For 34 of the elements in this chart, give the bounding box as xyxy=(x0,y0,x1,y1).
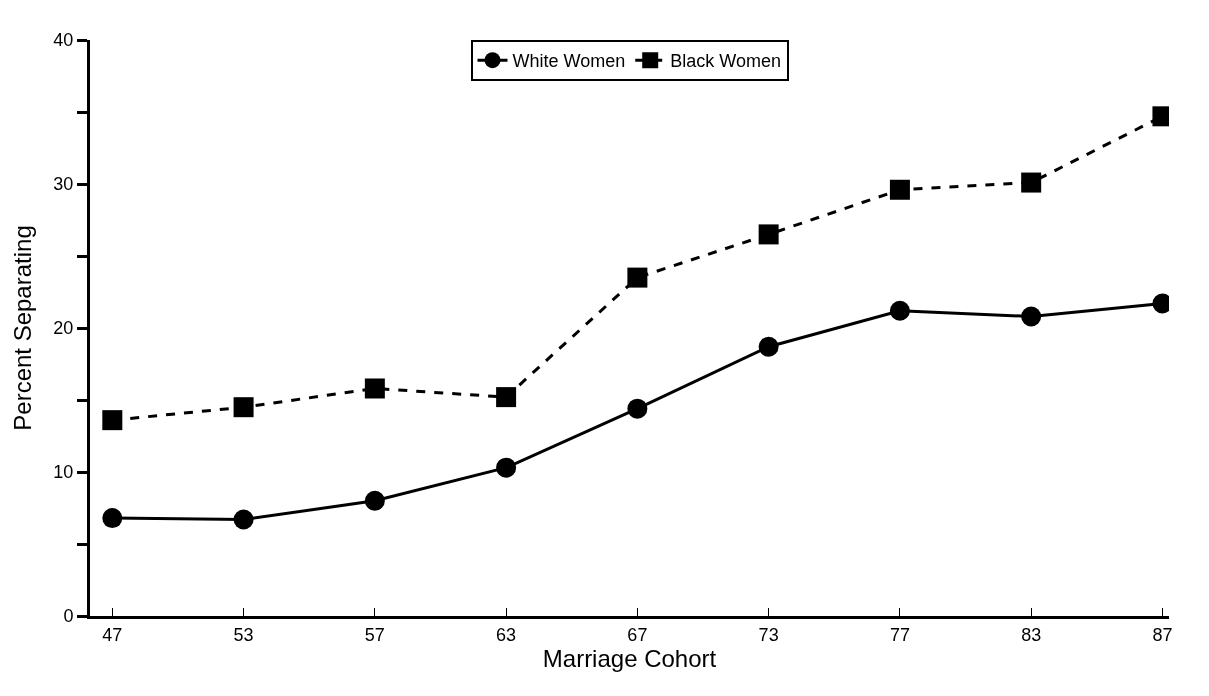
y-tick-label: 10 xyxy=(53,462,74,483)
y-tick-label: 30 xyxy=(53,174,74,195)
point xyxy=(1021,306,1042,327)
point xyxy=(1021,172,1042,193)
x-tick-label: 87 xyxy=(1152,624,1173,645)
point xyxy=(889,179,910,200)
x-tick-label: 73 xyxy=(758,624,779,645)
x-tick-label: 67 xyxy=(627,624,648,645)
x-tick-label: 77 xyxy=(889,624,910,645)
x-axis-title: Marriage Cohort xyxy=(542,644,717,672)
point xyxy=(758,224,779,245)
x-tick-label: 53 xyxy=(233,624,254,645)
x-tick-label: 83 xyxy=(1021,624,1042,645)
x-tick-label: 63 xyxy=(496,624,517,645)
point xyxy=(364,378,385,399)
x-tick-label: 47 xyxy=(102,624,123,645)
y-tick-label: 20 xyxy=(53,318,74,339)
legend-label: White Women xyxy=(512,51,626,72)
point xyxy=(496,387,517,408)
point xyxy=(364,490,385,511)
x-tick-label: 57 xyxy=(364,624,385,645)
point xyxy=(102,508,123,529)
y-axis-title: Percent Separating xyxy=(9,225,37,431)
point xyxy=(233,397,254,418)
point xyxy=(496,457,517,478)
y-tick-label: 0 xyxy=(63,606,74,627)
point xyxy=(758,336,779,357)
y-tick-label: 40 xyxy=(53,30,74,51)
point xyxy=(889,300,910,321)
point xyxy=(233,509,254,530)
point xyxy=(627,267,648,288)
point xyxy=(627,398,648,419)
point xyxy=(102,410,123,431)
legend-label: Black Women xyxy=(670,51,781,72)
